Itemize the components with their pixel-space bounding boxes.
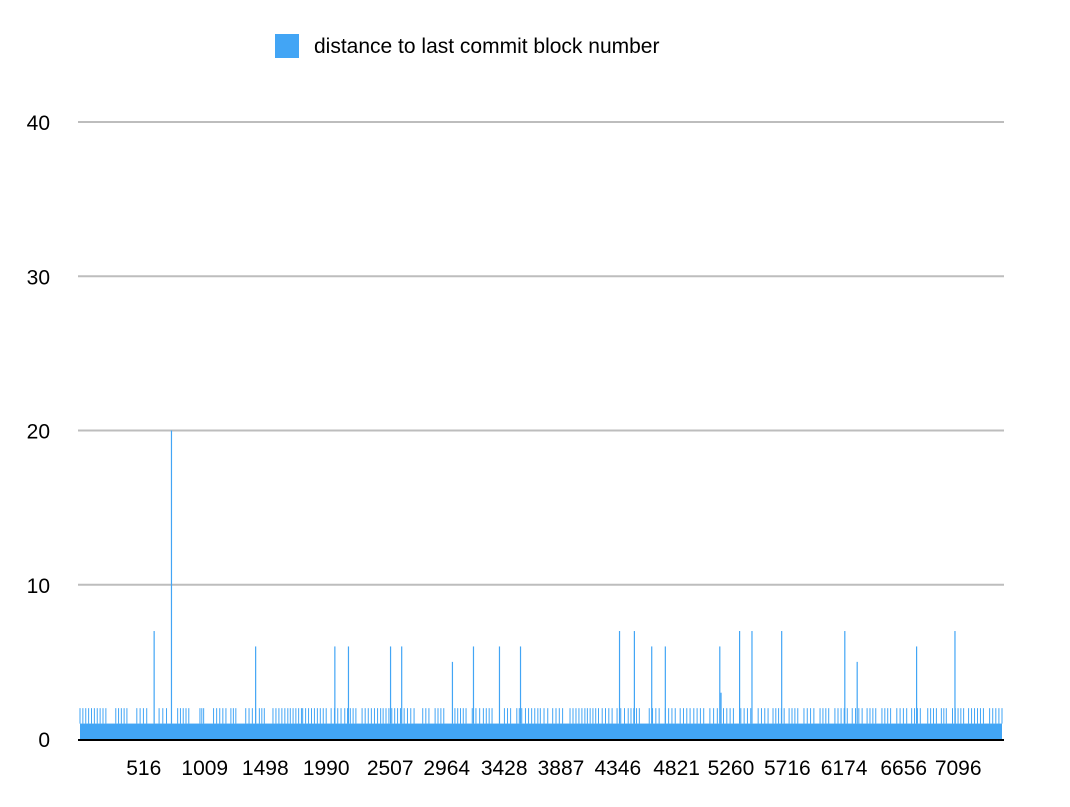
x-tick-label-1009: 1009 [181, 757, 228, 780]
legend-label: distance to last commit block number [314, 35, 659, 58]
x-tick-labels: 516 1009 1498 1990 2507 2964 3428 3887 4346 4821 5… [126, 757, 981, 780]
legend: distance to last commit block number [275, 34, 659, 58]
x-tick-label-1990: 1990 [303, 757, 350, 780]
y-tick-label-20: 20 [27, 421, 50, 444]
y-tick-label-40: 40 [27, 112, 50, 135]
x-tick-label-516: 516 [126, 757, 161, 780]
legend-swatch [275, 34, 299, 58]
x-tick-label-6656: 6656 [880, 757, 927, 780]
y-tick-label-0: 0 [38, 729, 50, 752]
y-tick-labels: 0 10 20 30 40 [27, 112, 50, 752]
bars [79, 430, 1003, 739]
x-tick-label-1498: 1498 [242, 757, 289, 780]
x-tick-label-6174: 6174 [821, 757, 868, 780]
grid-lines [78, 121, 1004, 586]
x-tick-label-4346: 4346 [594, 757, 641, 780]
x-tick-label-7096: 7096 [935, 757, 982, 780]
x-tick-label-5260: 5260 [708, 757, 755, 780]
x-tick-label-2964: 2964 [423, 757, 470, 780]
x-tick-label-3428: 3428 [481, 757, 528, 780]
x-tick-label-4821: 4821 [653, 757, 700, 780]
x-tick-label-3887: 3887 [538, 757, 585, 780]
y-tick-label-30: 30 [27, 266, 50, 289]
y-tick-label-10: 10 [27, 575, 50, 598]
x-tick-label-5716: 5716 [764, 757, 811, 780]
bar-baseline [80, 723, 1002, 739]
x-tick-label-2507: 2507 [367, 757, 414, 780]
